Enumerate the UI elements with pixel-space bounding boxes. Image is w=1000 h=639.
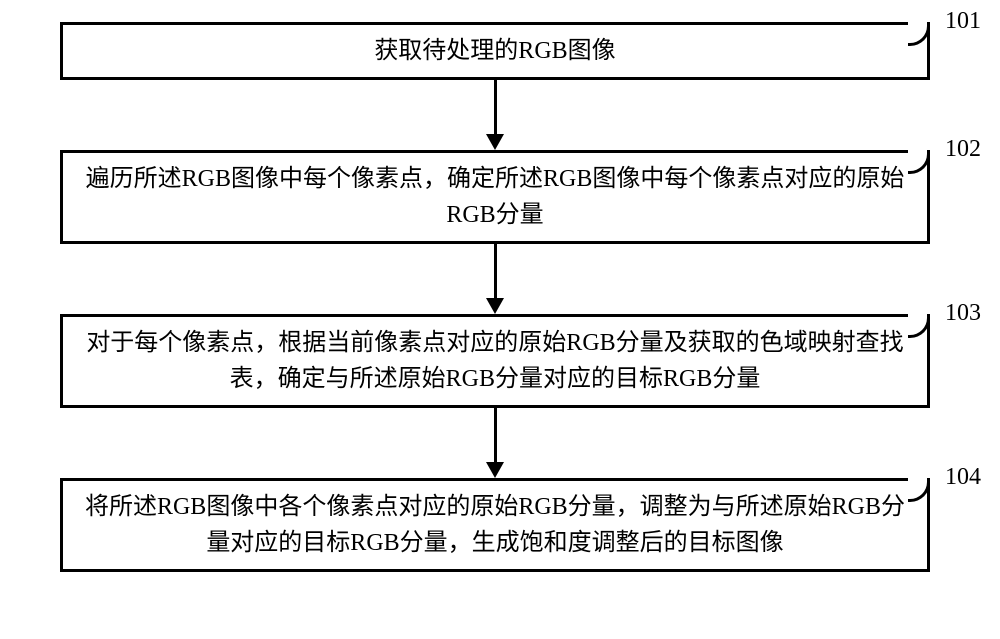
step-text: 对于每个像素点，根据当前像素点对应的原始RGB分量及获取的色域映射查找表，确定与… [83,325,907,397]
step-text: 将所述RGB图像中各个像素点对应的原始RGB分量，调整为与所述原始RGB分量对应… [83,489,907,561]
flow-step-101: 获取待处理的RGB图像 [60,22,930,80]
flow-arrow-head [486,298,504,314]
flow-arrow-head [486,134,504,150]
step-label-103: 103 [945,300,981,327]
flow-step-103: 对于每个像素点，根据当前像素点对应的原始RGB分量及获取的色域映射查找表，确定与… [60,314,930,408]
flow-arrow-head [486,462,504,478]
flow-arrow [494,244,497,298]
step-label-102: 102 [945,136,981,163]
flow-step-104: 将所述RGB图像中各个像素点对应的原始RGB分量，调整为与所述原始RGB分量对应… [60,478,930,572]
step-text: 获取待处理的RGB图像 [374,33,615,69]
flow-arrow [494,80,497,134]
flow-arrow [494,408,497,462]
step-label-101: 101 [945,8,981,35]
step-text: 遍历所述RGB图像中每个像素点，确定所述RGB图像中每个像素点对应的原始RGB分… [83,161,907,233]
step-label-104: 104 [945,464,981,491]
flowchart-canvas: 获取待处理的RGB图像 101 遍历所述RGB图像中每个像素点，确定所述RGB图… [0,0,1000,639]
flow-step-102: 遍历所述RGB图像中每个像素点，确定所述RGB图像中每个像素点对应的原始RGB分… [60,150,930,244]
